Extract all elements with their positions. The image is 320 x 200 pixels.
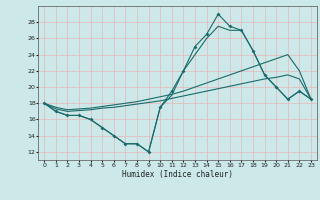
X-axis label: Humidex (Indice chaleur): Humidex (Indice chaleur)	[122, 170, 233, 179]
